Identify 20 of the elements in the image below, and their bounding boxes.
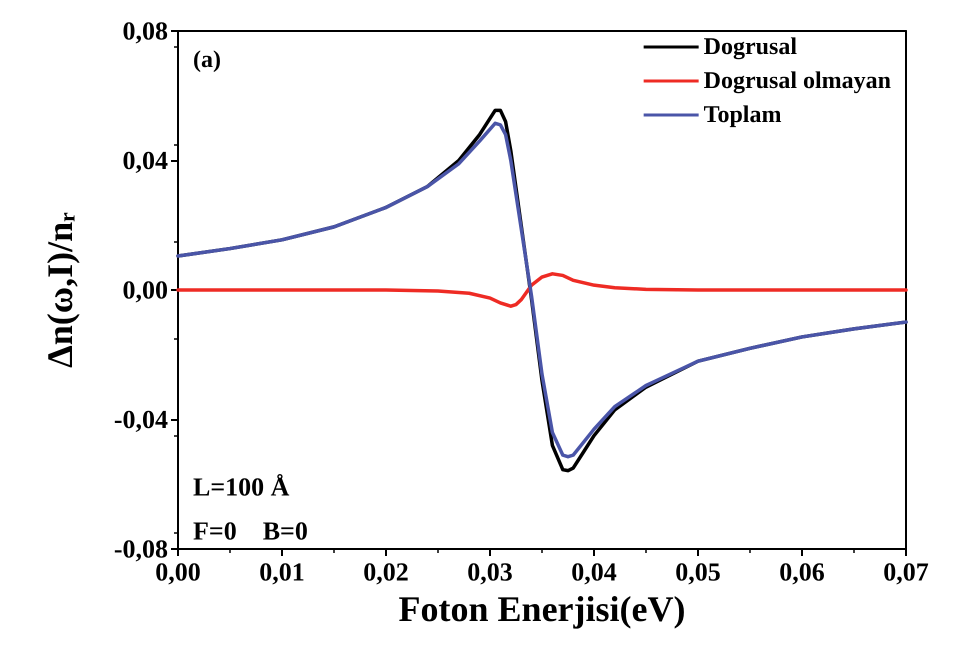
- legend-label: Dogrusal olmayan: [704, 68, 892, 94]
- x-tick-label: 0,07: [883, 558, 929, 586]
- annotation: F=0 B=0: [193, 516, 308, 546]
- y-tick-label: 0,00: [122, 276, 168, 304]
- y-tick-label: 0,04: [122, 146, 168, 175]
- line-series: [176, 272, 908, 308]
- x-tick-label: 0,04: [571, 558, 617, 586]
- x-tick-label: 0,05: [675, 558, 721, 586]
- x-tick-label: 0,01: [259, 558, 305, 586]
- annotation: L=100 Å: [193, 472, 290, 502]
- legend-label: Dogrusal: [704, 34, 798, 60]
- annotation: (a): [193, 47, 221, 73]
- y-axis-title: Δn(ω,I)/nr: [40, 212, 80, 368]
- x-tick-label: 0,02: [363, 558, 409, 586]
- x-tick-label: 0,03: [467, 558, 513, 586]
- y-tick-label: 0,08: [122, 16, 168, 46]
- legend-label: Toplam: [704, 102, 782, 128]
- y-tick-label: -0,04: [114, 405, 168, 434]
- x-tick-label: 0,06: [779, 558, 825, 586]
- x-axis-title: Foton Enerjisi(eV): [398, 589, 686, 629]
